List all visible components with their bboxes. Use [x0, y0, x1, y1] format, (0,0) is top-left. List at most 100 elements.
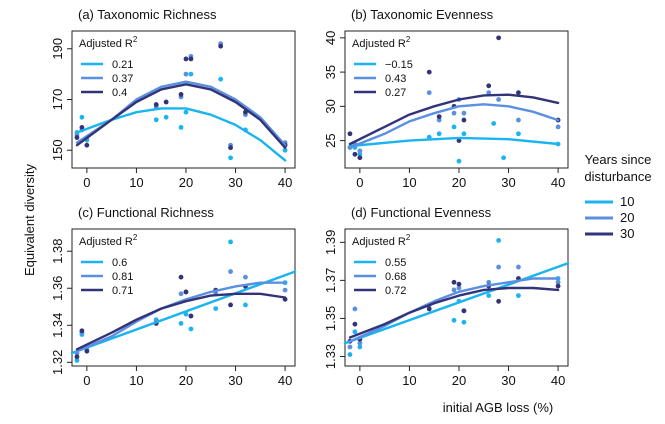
data-point	[516, 264, 521, 270]
r2-value: 0.72	[385, 285, 406, 297]
r2-legend: Adjusted R2 0.55 0.68 0.72	[352, 233, 411, 297]
data-point	[516, 117, 521, 123]
series-points	[74, 274, 288, 360]
data-point	[516, 293, 521, 298]
data-point	[456, 158, 462, 164]
y-tick-label: 1.37	[323, 268, 338, 293]
legend-entry: 20	[585, 210, 634, 225]
data-point	[347, 352, 353, 357]
y-tick-label: 190	[50, 38, 65, 60]
x-tick-label: 40	[278, 175, 292, 190]
y-axis-label: Equivalent diversity	[22, 164, 37, 276]
data-point	[555, 283, 561, 289]
data-point	[183, 289, 189, 295]
data-point	[436, 114, 442, 120]
data-point	[486, 279, 492, 285]
data-point	[74, 135, 80, 140]
data-point	[178, 291, 184, 297]
legend-entry: 10	[585, 194, 634, 209]
panel: (d) Functional Evenness 0 10 20 30 40 1.33 1.35…	[323, 205, 570, 388]
x-tick-label: 30	[501, 175, 515, 190]
data-point	[153, 102, 159, 107]
y-tick-label: 170	[50, 89, 65, 111]
data-point	[516, 90, 521, 96]
y-tick-label: 25	[323, 133, 338, 147]
legend-title-line2: disturbance	[584, 169, 651, 184]
fit-curve	[75, 281, 287, 353]
data-point	[178, 125, 184, 130]
x-tick-label: 10	[402, 175, 416, 190]
fit-curve	[348, 103, 560, 149]
r2-value: −0.15	[385, 59, 413, 71]
data-point	[461, 117, 467, 123]
r2-value: 0.81	[112, 271, 133, 283]
data-point	[188, 326, 194, 332]
x-tick-label: 40	[551, 175, 565, 190]
x-tick-label: 30	[501, 373, 515, 388]
r2-value: 0.71	[112, 285, 133, 297]
panel: (b) Taxonomic Evenness 0 10 20 30 40 25 30 35 40 A…	[323, 7, 569, 190]
r2-title: Adjusted R2	[352, 233, 411, 248]
x-tick-label: 20	[452, 175, 466, 190]
r2-value: 0.27	[385, 87, 406, 99]
data-point	[228, 145, 233, 151]
data-point	[496, 35, 502, 41]
fit-curve	[343, 262, 570, 345]
data-point	[282, 287, 288, 293]
r2-value: 0.68	[385, 271, 406, 283]
r2-value: 0.55	[385, 257, 406, 269]
data-point	[426, 90, 432, 96]
data-point	[357, 340, 363, 346]
data-point	[188, 71, 194, 77]
data-point	[456, 285, 462, 291]
data-point	[228, 239, 233, 245]
data-point	[79, 328, 85, 334]
data-point	[496, 97, 502, 102]
plot-frame	[71, 228, 296, 367]
data-point	[555, 124, 561, 130]
x-tick-label: 20	[179, 373, 193, 388]
x-tick-label: 0	[356, 175, 363, 190]
data-point	[555, 279, 561, 285]
legend-title-line1: Years since	[585, 152, 652, 167]
y-tick-label: 1.34	[50, 313, 65, 338]
data-point	[516, 131, 521, 137]
panel-title: (c) Functional Richness	[78, 205, 214, 220]
data-point	[183, 71, 189, 77]
data-point	[451, 317, 457, 323]
legend-label: 20	[620, 210, 634, 225]
data-point	[188, 313, 194, 319]
x-tick-label: 30	[228, 175, 242, 190]
data-point	[243, 274, 248, 280]
data-point	[347, 344, 353, 350]
panel-title: (d) Functional Evenness	[351, 205, 492, 220]
r2-legend: Adjusted R2 0.6 0.81 0.71	[79, 233, 138, 297]
data-point	[426, 69, 432, 75]
r2-value: 0.37	[112, 73, 133, 85]
data-point	[74, 354, 80, 360]
fit-curve	[348, 136, 560, 148]
x-tick-label: 0	[356, 373, 363, 388]
x-tick-label: 40	[551, 373, 565, 388]
r2-title: Adjusted R2	[352, 35, 411, 50]
y-tick-label: 150	[50, 139, 65, 161]
data-point	[451, 287, 457, 293]
data-point	[461, 308, 467, 314]
data-point	[357, 151, 363, 157]
data-point	[163, 99, 169, 105]
data-point	[228, 269, 233, 274]
r2-title-text: Adjusted R	[352, 236, 406, 248]
data-point	[79, 125, 85, 130]
data-point	[451, 279, 457, 285]
data-point	[456, 138, 462, 144]
y-tick-label: 1.36	[50, 276, 65, 301]
r2-legend: Adjusted R2 0.21 0.37 0.4	[79, 35, 138, 99]
series-points	[347, 35, 561, 161]
y-tick-label: 1.39	[323, 230, 338, 255]
series-points	[74, 43, 288, 151]
legend-label: 30	[620, 226, 634, 241]
panel: (a) Taxonomic Richness 0 10 20 30 40 150 170 190…	[50, 7, 296, 190]
data-point	[352, 329, 358, 335]
fit-curve	[75, 292, 287, 351]
